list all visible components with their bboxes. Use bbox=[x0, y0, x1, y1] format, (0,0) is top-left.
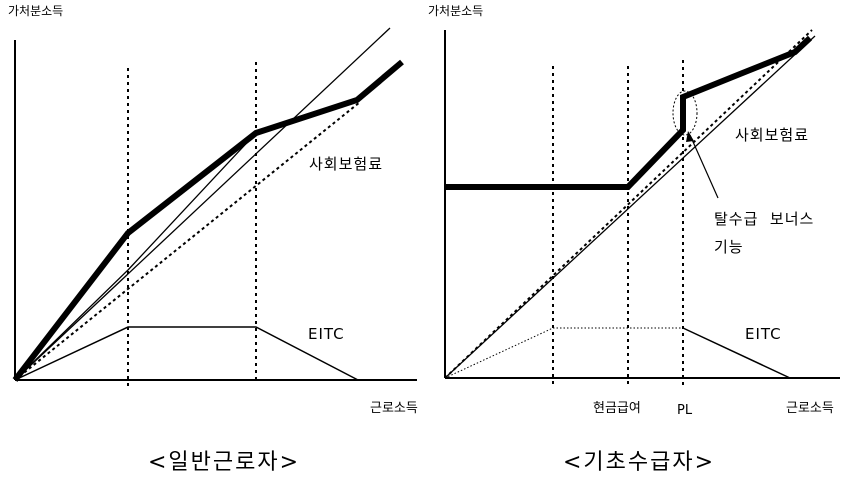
left-45-line bbox=[14, 27, 391, 381]
right-panel bbox=[444, 29, 840, 386]
right-disposable-income-thick bbox=[445, 35, 813, 190]
left-eitc-shape bbox=[14, 326, 359, 381]
right-bonus-label-line2: 기능 bbox=[714, 238, 744, 256]
left-y-axis-label: 가처분소득 bbox=[8, 4, 64, 18]
right-bonus-arrowhead bbox=[686, 131, 694, 142]
right-pl-label: PL bbox=[677, 403, 693, 418]
left-caption: <일반근로자> bbox=[148, 450, 301, 475]
right-ss-label: 사회보험료 bbox=[735, 126, 810, 144]
right-bonus-arrow bbox=[689, 134, 719, 199]
right-eitc-label: EITC bbox=[745, 325, 782, 343]
right-eitc-dotted bbox=[444, 327, 683, 379]
left-ss-dotted-line bbox=[14, 101, 361, 381]
right-caption: <기초수급자> bbox=[563, 450, 716, 475]
right-x-axis-label: 근로소득 bbox=[786, 401, 834, 416]
left-panel bbox=[12, 27, 417, 388]
left-x-axis-label: 근로소득 bbox=[370, 401, 418, 416]
right-eitc-phaseout bbox=[682, 327, 791, 379]
left-ss-label: 사회보험료 bbox=[309, 155, 384, 173]
right-45-line bbox=[444, 35, 816, 379]
right-ss-dotted-line bbox=[444, 29, 813, 379]
right-bonus-ellipse bbox=[672, 90, 698, 136]
right-cash-benefit-label: 현금급여 bbox=[593, 401, 641, 416]
right-y-axis-label: 가처분소득 bbox=[428, 4, 484, 18]
left-disposable-income-thick bbox=[12, 59, 404, 382]
right-bonus-label-line1: 탈수급 보너스 bbox=[714, 210, 815, 228]
left-eitc-label: EITC bbox=[308, 325, 345, 343]
